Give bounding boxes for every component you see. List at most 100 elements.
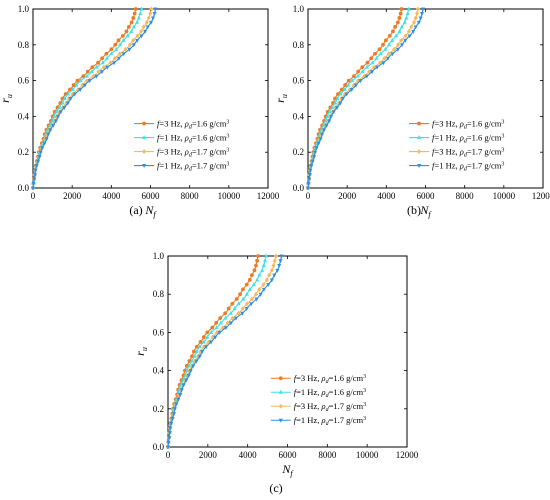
- data-point: [353, 83, 358, 88]
- data-point: [395, 20, 400, 25]
- data-point: [232, 306, 237, 311]
- y-axis-label: ru: [273, 94, 289, 103]
- data-point: [327, 119, 332, 124]
- data-point: [324, 123, 329, 128]
- y-tick-label: 0.8: [153, 289, 165, 299]
- data-point: [335, 96, 340, 100]
- data-point: [277, 264, 282, 269]
- data-point: [54, 109, 59, 114]
- x-tick-label: 12000: [396, 450, 419, 460]
- data-point: [70, 91, 75, 97]
- data-point: [381, 61, 386, 66]
- legend-swatch-marker: [142, 121, 146, 126]
- data-point: [78, 88, 83, 93]
- legend-label: f=3 Hz, ρd=1.7 g/cm3: [294, 401, 366, 413]
- data-point: [223, 326, 228, 331]
- data-point: [125, 33, 130, 38]
- legend-label: f=1 Hz, ρd=1.6 g/cm3: [432, 133, 504, 145]
- data-point: [255, 277, 260, 282]
- data-point: [116, 56, 121, 61]
- data-point: [33, 168, 38, 173]
- data-point: [272, 273, 277, 278]
- data-point: [233, 316, 238, 321]
- data-point: [254, 263, 258, 268]
- data-point: [236, 310, 241, 316]
- data-point: [148, 20, 153, 25]
- data-point: [358, 79, 363, 84]
- data-point: [201, 339, 206, 344]
- x-tick-label: 10000: [356, 450, 379, 460]
- legend-label: f=3 Hz, ρd=1.7 g/cm3: [157, 147, 229, 159]
- series-line: [32, 8, 143, 189]
- series-2: [306, 6, 411, 190]
- data-point: [133, 7, 138, 11]
- data-point: [33, 173, 38, 178]
- data-point: [278, 259, 283, 264]
- x-tick-label: 2000: [63, 191, 82, 201]
- data-point: [166, 445, 170, 450]
- data-point: [186, 373, 191, 378]
- data-point: [336, 100, 341, 106]
- data-point: [85, 69, 90, 74]
- y-tick-label: 1.0: [18, 4, 30, 14]
- data-point: [395, 47, 400, 52]
- data-point: [58, 110, 63, 115]
- legend-swatch-marker: [278, 389, 283, 394]
- data-point: [200, 350, 205, 354]
- series-line: [307, 8, 403, 189]
- data-point: [418, 16, 423, 21]
- data-point: [62, 96, 67, 100]
- legend-swatch-marker: [278, 403, 283, 409]
- data-point: [399, 37, 404, 43]
- data-point: [279, 254, 284, 259]
- data-point: [105, 65, 110, 70]
- data-point: [356, 78, 361, 83]
- data-point: [89, 69, 94, 74]
- legend-label: f=1 Hz, ρd=1.7 g/cm3: [432, 161, 504, 173]
- data-point: [349, 88, 354, 93]
- y-tick-label: 0.6: [293, 76, 305, 86]
- data-point: [261, 263, 266, 268]
- data-point: [188, 369, 193, 374]
- data-point: [338, 101, 343, 106]
- y-tick-label: 1.0: [153, 251, 165, 261]
- series-1: [31, 7, 138, 190]
- data-point: [272, 258, 277, 264]
- data-point: [81, 74, 86, 79]
- legend-label: f=3 Hz, ρd=1.7 g/cm3: [432, 147, 504, 159]
- x-tick-label: 6000: [279, 450, 298, 460]
- data-point: [31, 186, 35, 191]
- data-point: [318, 137, 323, 142]
- series-1: [306, 7, 404, 190]
- data-point: [307, 177, 312, 182]
- data-point: [87, 79, 92, 84]
- data-point: [275, 268, 280, 273]
- data-point: [178, 392, 183, 397]
- data-point: [94, 64, 99, 69]
- y-tick-label: 0.2: [153, 404, 164, 414]
- y-tick-label: 0.4: [293, 111, 305, 121]
- legend-swatch-marker: [142, 164, 147, 169]
- data-point: [399, 24, 404, 29]
- panel-label: (c): [269, 481, 282, 495]
- data-point: [197, 344, 202, 349]
- data-point: [244, 282, 249, 287]
- data-point: [124, 29, 129, 34]
- data-point: [113, 42, 118, 47]
- data-point: [46, 132, 51, 137]
- y-tick-label: 0.8: [18, 40, 30, 50]
- data-point: [184, 378, 189, 383]
- data-point: [127, 47, 132, 52]
- data-point: [381, 42, 385, 47]
- data-point: [411, 29, 416, 34]
- data-point: [48, 128, 53, 133]
- y-tick-label: 0.2: [18, 147, 29, 157]
- data-point: [205, 334, 210, 339]
- data-point: [191, 364, 196, 369]
- data-point: [174, 402, 179, 407]
- data-point: [412, 20, 417, 25]
- data-point: [36, 159, 41, 164]
- data-point: [254, 297, 259, 302]
- data-point: [367, 69, 372, 75]
